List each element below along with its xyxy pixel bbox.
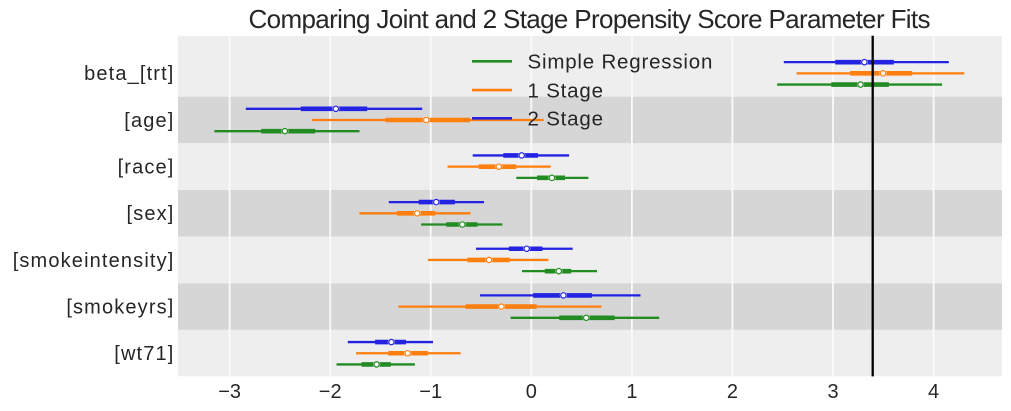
svg-text:beta_[trt]: beta_[trt] — [84, 63, 174, 85]
svg-text:1 Stage: 1 Stage — [528, 79, 604, 102]
svg-text:−2: −2 — [319, 381, 342, 403]
svg-text:[race]: [race] — [118, 157, 175, 179]
svg-text:[wt71]: [wt71] — [114, 343, 174, 365]
svg-text:0: 0 — [526, 381, 537, 403]
svg-text:Simple Regression: Simple Regression — [528, 51, 714, 74]
svg-text:Comparing Joint and 2 Stage Pr: Comparing Joint and 2 Stage Propensity S… — [249, 4, 931, 34]
svg-text:[age]: [age] — [124, 110, 174, 132]
svg-text:2 Stage: 2 Stage — [528, 108, 604, 131]
svg-text:−1: −1 — [419, 381, 442, 403]
svg-text:4: 4 — [928, 381, 939, 403]
svg-text:2: 2 — [727, 381, 738, 403]
svg-text:−3: −3 — [218, 381, 241, 403]
svg-text:1: 1 — [626, 381, 637, 403]
svg-text:[smokeintensity]: [smokeintensity] — [13, 250, 175, 272]
svg-text:[sex]: [sex] — [127, 203, 175, 225]
svg-text:3: 3 — [827, 381, 838, 403]
svg-text:[smokeyrs]: [smokeyrs] — [66, 297, 174, 319]
